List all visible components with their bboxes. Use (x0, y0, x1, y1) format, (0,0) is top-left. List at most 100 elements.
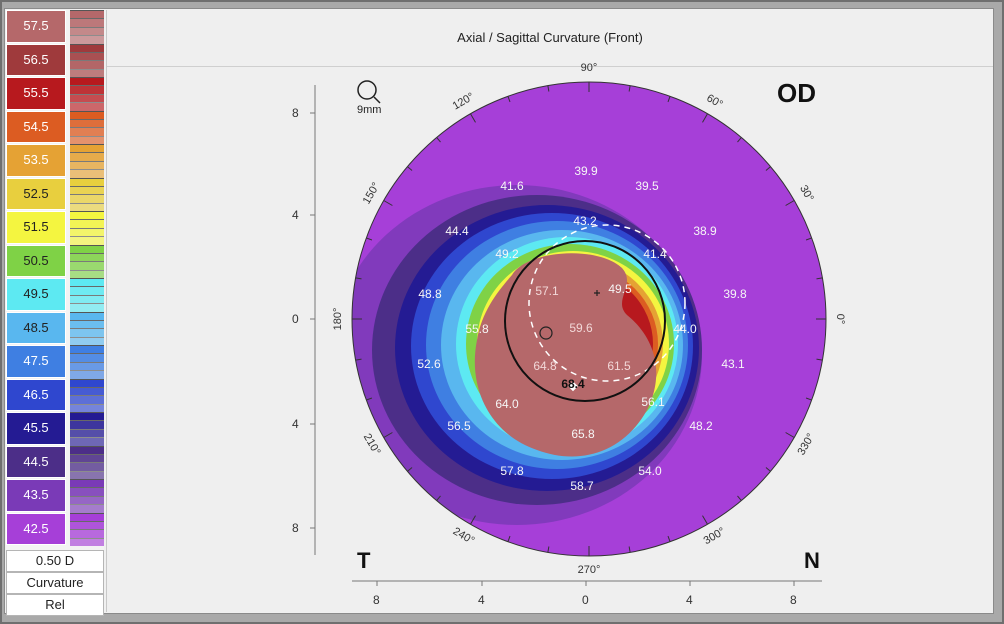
curvature-value: 68.4 (561, 377, 585, 391)
curvature-value: 61.5 (607, 359, 631, 373)
scale-step (70, 269, 104, 278)
ring-tick (355, 277, 362, 280)
curvature-value: 39.9 (574, 164, 598, 178)
angle-label: 270° (578, 564, 601, 576)
scale-step (70, 512, 104, 521)
scale-type-label[interactable]: Curvature (6, 572, 104, 594)
angle-label: 120° (451, 91, 477, 113)
vertical-tick-label: 4 (292, 417, 299, 431)
horizontal-tick-label: 0 (582, 593, 589, 607)
horizontal-tick-label: 8 (373, 593, 380, 607)
angle-label: 210° (361, 432, 383, 458)
ring-tick (816, 358, 823, 361)
scale-step (70, 453, 104, 463)
scale-value: 52.5 (6, 177, 66, 210)
scale-step (70, 10, 104, 19)
scale-value: 53.5 (6, 144, 66, 177)
curvature-value: 48.2 (689, 419, 713, 433)
ring-tick (785, 200, 795, 206)
scale-step (70, 412, 104, 421)
scale-step (70, 169, 104, 178)
scale-step (70, 504, 104, 513)
angle-label: 30° (797, 183, 816, 203)
scale-step (70, 345, 104, 354)
scale-value: 44.5 (6, 445, 66, 478)
zoom-icon[interactable] (357, 80, 381, 104)
horizontal-tick-label: 8 (790, 593, 797, 607)
horizontal-tick-label: 4 (686, 593, 693, 607)
curvature-value: 58.7 (570, 479, 594, 493)
angle-label: 60° (704, 92, 724, 111)
curvature-value: 43.1 (721, 357, 745, 371)
scale-step (70, 18, 104, 27)
curvature-value: 48.8 (418, 287, 442, 301)
angle-label: 240° (451, 525, 477, 547)
vertical-tick-label: 0 (292, 312, 299, 326)
vertical-tick-label: 8 (292, 106, 299, 120)
nasal-label: N (804, 548, 820, 573)
scale-step (70, 110, 104, 119)
ring-tick (737, 137, 742, 143)
ring-tick (702, 113, 708, 123)
ring-tick (407, 467, 413, 472)
scale-step (70, 202, 104, 211)
ring-tick (383, 432, 393, 438)
apex-marker (539, 326, 553, 340)
scale-step (70, 26, 104, 36)
vertical-tick-label: 4 (292, 208, 299, 222)
scale-step (70, 177, 104, 186)
curvature-value: 54.0 (638, 464, 662, 478)
scale-step (70, 185, 104, 195)
curvature-value: 43.2 (573, 214, 597, 228)
curvature-value: 38.9 (693, 224, 717, 238)
scale-step (70, 77, 104, 86)
ring-tick (366, 397, 373, 401)
ring-tick (816, 277, 823, 280)
vertical-tick-label: 8 (292, 521, 299, 535)
scale-step (70, 428, 104, 438)
curvature-value: 44.4 (445, 224, 469, 238)
ring-tick (366, 237, 373, 241)
scale-mode-label[interactable]: Rel (6, 594, 104, 616)
ring-tick (355, 358, 362, 361)
horizontal-tick-label: 4 (478, 593, 485, 607)
scale-step (70, 445, 104, 454)
scale-step (70, 219, 104, 228)
ring-tick (470, 515, 476, 525)
curvature-value: 65.8 (571, 427, 595, 441)
angle-label: 0° (834, 314, 846, 325)
scale-step (70, 403, 104, 412)
curvature-value: 56.1 (641, 395, 665, 409)
curvature-value: 52.6 (417, 357, 441, 371)
pupil-outline (528, 224, 686, 382)
scale-step (70, 386, 104, 396)
ring-tick (628, 546, 631, 553)
curvature-map[interactable]: 8 4 0 4 8 8 4 0 4 8 (107, 10, 993, 612)
scale-step (70, 118, 104, 128)
ring-tick (667, 535, 671, 542)
center-cross (594, 290, 600, 296)
scale-step (70, 294, 104, 304)
scale-value: 50.5 (6, 244, 66, 277)
curvature-value: 39.8 (723, 287, 747, 301)
curvature-value: 57.1 (535, 284, 559, 298)
scale-step (70, 311, 104, 320)
ring-tick (628, 85, 631, 92)
curvature-value: 39.5 (635, 179, 659, 193)
scale-step (70, 470, 104, 479)
angle-label: 300° (702, 525, 728, 547)
scale-step (70, 529, 104, 538)
scale-step (70, 537, 104, 546)
scale-step (70, 152, 104, 161)
ring-tick (436, 495, 441, 501)
scale-step (70, 236, 104, 245)
color-scale: 57.5 56.5 55.5 54.5 53.5 52.5 51.5 50.5 49.5 48.5… (6, 10, 104, 616)
ring-tick (507, 96, 511, 103)
map-title: Axial / Sagittal Curvature (Front) (107, 10, 993, 67)
scale-step (70, 370, 104, 379)
angle-label: 180° (332, 308, 344, 331)
scale-value: 54.5 (6, 110, 66, 143)
scale-step (70, 328, 104, 337)
scale-step (70, 127, 104, 136)
